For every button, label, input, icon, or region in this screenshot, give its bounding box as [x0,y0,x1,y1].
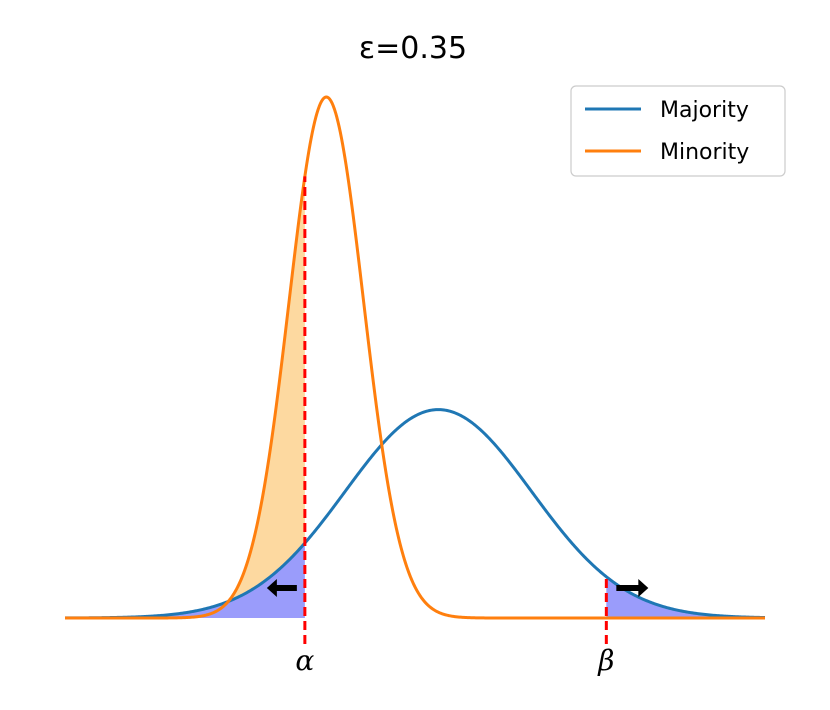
series-line-minority [64,95,766,620]
threshold-label-1: β [597,644,614,677]
legend: Majority Minority [570,85,786,177]
chart-title: ε=0.35 [359,31,467,66]
legend-label-majority: Majority [660,98,749,123]
threshold-label-0: α [295,644,314,677]
legend-label-minority: Minority [660,140,749,165]
arrow-right-icon [616,579,649,597]
shaded-region-0 [65,176,305,618]
shaded-region-2 [606,576,765,618]
shaded-region-1 [65,543,305,618]
arrow-left-icon [266,579,297,597]
series-line-majority [64,408,766,620]
